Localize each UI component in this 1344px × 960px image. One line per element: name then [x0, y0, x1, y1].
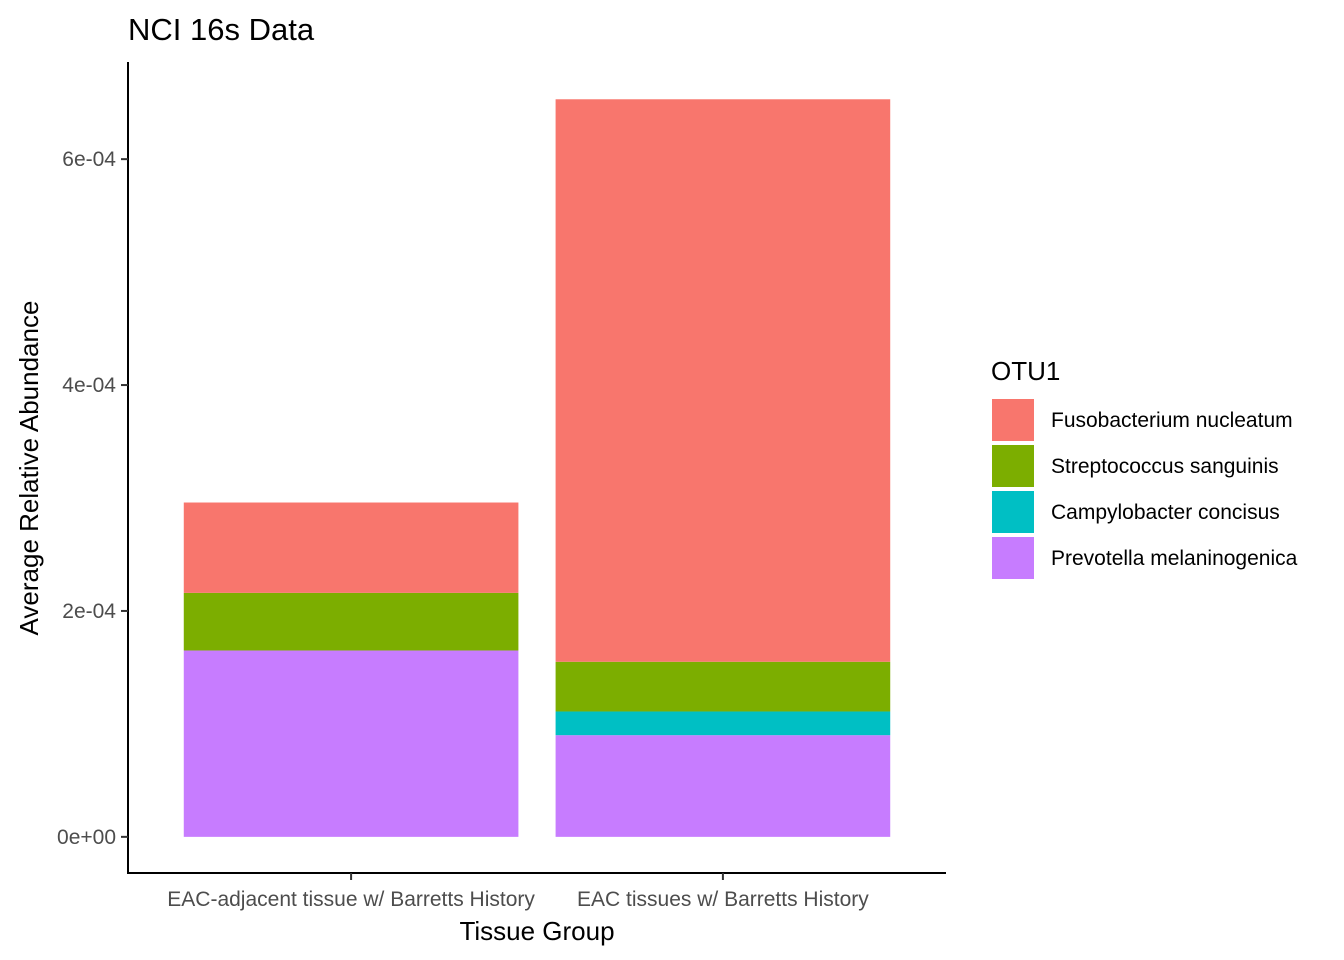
y-tick-label: 4e-04 [62, 374, 116, 397]
legend-key-prevotella-melaninogenica [992, 537, 1034, 579]
legend-label: Streptococcus sanguinis [1051, 455, 1279, 478]
legend-items: Fusobacterium nucleatum Streptococcus san… [992, 399, 1298, 579]
bar-segment-streptococcus-sanguinis-1 [183, 592, 519, 651]
legend-key-streptococcus-sanguinis [992, 445, 1034, 487]
bar-segment-campylobacter-concisus-2 [555, 711, 891, 736]
bar-segment-prevotella-melaninogenica-1 [183, 650, 519, 837]
bar-segment-fusobacterium-nucleatum-2 [555, 99, 891, 662]
legend-label: Fusobacterium nucleatum [1051, 409, 1293, 432]
x-ticks-layer: EAC-adjacent tissue w/ Barretts History E… [167, 873, 869, 911]
y-tick-label: 6e-04 [62, 148, 116, 171]
y-axis-title: Average Relative Abundance [14, 301, 44, 636]
x-tick-label: EAC-adjacent tissue w/ Barretts History [167, 888, 535, 911]
legend-label: Campylobacter concisus [1051, 501, 1280, 524]
legend-key-campylobacter-concisus [992, 491, 1034, 533]
bar-segment-streptococcus-sanguinis-2 [555, 661, 891, 712]
bar-segment-prevotella-melaninogenica-2 [555, 735, 891, 837]
legend-title: OTU1 [991, 356, 1060, 386]
x-tick-label: EAC tissues w/ Barretts History [577, 888, 869, 911]
y-ticks-layer: 0e+00 2e-04 4e-04 6e-04 [57, 148, 128, 849]
legend: OTU1 Fusobacterium nucleatum Streptococcu… [991, 356, 1298, 579]
y-tick-label: 2e-04 [62, 600, 116, 623]
chart-title: NCI 16s Data [128, 12, 315, 47]
y-tick-label: 0e+00 [57, 826, 116, 849]
legend-label: Prevotella melaninogenica [1051, 547, 1298, 570]
legend-key-fusobacterium-nucleatum [992, 399, 1034, 441]
bar-segment-fusobacterium-nucleatum-1 [183, 502, 519, 593]
bars-layer [183, 99, 891, 837]
x-axis-title: Tissue Group [459, 916, 614, 946]
